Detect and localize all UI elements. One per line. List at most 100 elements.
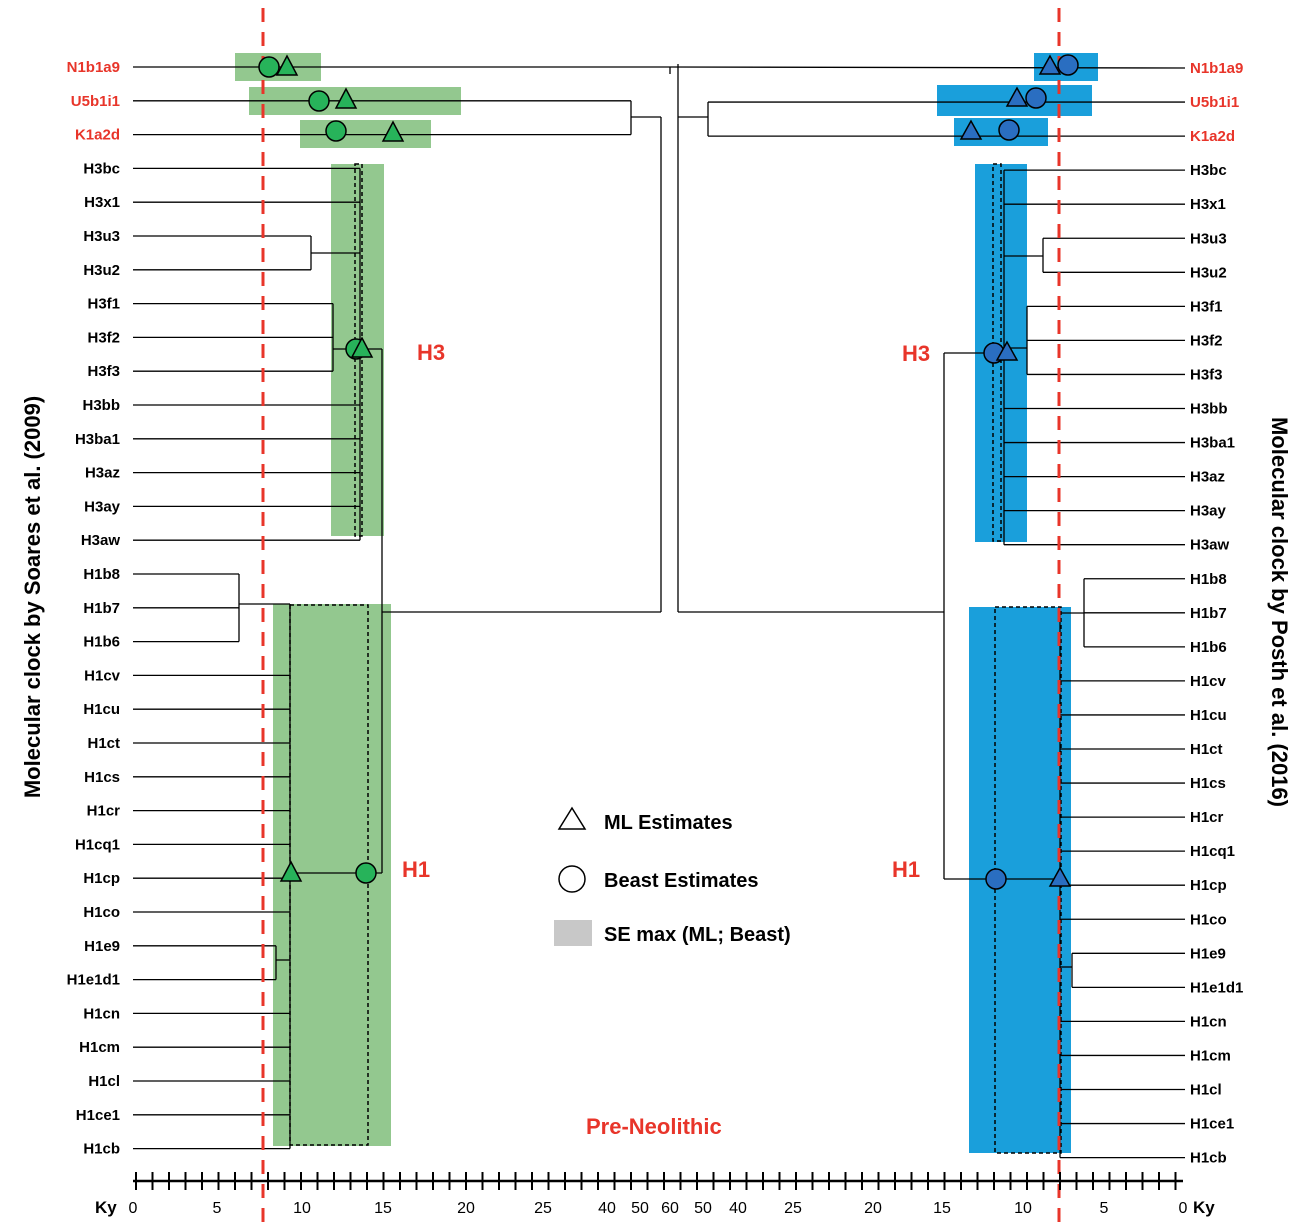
right-taxon-u5b1i1: U5b1i1 — [1190, 94, 1239, 111]
right-taxon-h1e9: H1e9 — [1190, 945, 1226, 962]
left-taxon-h3f1: H3f1 — [87, 296, 120, 313]
axis-tick-label-right: 15 — [933, 1200, 951, 1217]
right-taxon-h1cp: H1cp — [1190, 877, 1227, 894]
left-taxon-h3aw: H3aw — [81, 532, 121, 549]
right-taxon-h1cs: H1cs — [1190, 775, 1226, 792]
left-taxon-h3ay: H3ay — [84, 498, 121, 515]
axis-tick-label-right: 20 — [864, 1200, 882, 1217]
axis-tick-label-left: 25 — [534, 1200, 552, 1217]
left-taxon-h1cq1: H1cq1 — [75, 836, 120, 853]
beast-marker-n1b1a9-right — [1057, 54, 1079, 76]
left-taxon-h3f3: H3f3 — [87, 363, 120, 380]
ml-marker-k1a2d-right — [959, 119, 983, 140]
ml-marker-k1a2d-left — [381, 120, 405, 142]
left-taxon-h1cm: H1cm — [79, 1039, 120, 1056]
axis-tick-label-left: 0 — [129, 1200, 138, 1217]
right-taxon-k1a2d: K1a2d — [1190, 128, 1235, 145]
axis-tick-label-left: 15 — [374, 1200, 392, 1217]
ml-marker-u5b1i1-right — [1005, 86, 1029, 107]
left-taxon-h1ct: H1ct — [87, 735, 120, 752]
right-title: Molecular clock by Posth et al. (2016) — [1267, 417, 1292, 807]
left-taxon-n1b1a9: N1b1a9 — [67, 59, 120, 76]
left-se-bands — [235, 53, 461, 1146]
right-taxon-h3ay: H3ay — [1190, 503, 1227, 520]
left-taxon-h3f2: H3f2 — [87, 329, 120, 346]
right-markers — [959, 54, 1079, 890]
left-taxon-h1cv: H1cv — [84, 667, 121, 684]
left-taxon-h3u2: H3u2 — [83, 262, 120, 279]
left-taxon-h1cu: H1cu — [83, 701, 120, 718]
axis-tick-label-left: 10 — [293, 1200, 311, 1217]
left-taxon-h3ba1: H3ba1 — [75, 431, 120, 448]
branch-50 — [669, 66, 1186, 69]
left-h3-label: H3 — [417, 340, 445, 365]
left-taxon-h3bb: H3bb — [83, 397, 121, 414]
legend-ml-icon — [557, 806, 587, 830]
right-se-bands — [937, 53, 1098, 1153]
ml-marker-h1-right — [1048, 866, 1072, 887]
ml-marker-h3-right — [995, 340, 1019, 361]
left-taxon-h1cs: H1cs — [84, 769, 120, 786]
beast-marker-u5b1i1-right — [1025, 87, 1047, 109]
right-taxon-h3u2: H3u2 — [1190, 264, 1227, 281]
axis-tick-label-right: 0 — [1179, 1200, 1188, 1217]
right-taxon-h1ct: H1ct — [1190, 741, 1223, 758]
left-taxon-labels: N1b1a9 U5b1i1 K1a2d H3bc H3x1 H3u3 H3u2 H3f1 H3f… — [67, 59, 121, 1158]
axis-tick-label-left: 50 — [631, 1200, 649, 1217]
left-taxon-h3bc: H3bc — [83, 160, 120, 177]
beast-marker-u5b1i1-left — [308, 90, 330, 112]
left-markers — [258, 54, 405, 884]
legend-ml-label: ML Estimates — [604, 812, 733, 834]
right-h3-label: H3 — [902, 341, 930, 366]
right-taxon-h1cl: H1cl — [1190, 1082, 1222, 1099]
legend-se-label: SE max (ML; Beast) — [604, 924, 791, 946]
axis-tick-label-right: 10 — [1014, 1200, 1032, 1217]
right-taxon-h1co: H1co — [1190, 911, 1227, 928]
right-taxon-h3bc: H3bc — [1190, 162, 1227, 179]
left-taxon-h1b7: H1b7 — [83, 600, 120, 617]
tree-branches — [133, 64, 1186, 1159]
left-taxon-k1a2d: K1a2d — [75, 127, 120, 144]
beast-marker-h1-left — [355, 862, 377, 884]
time-axis: 0 5 10 15 20 25 40 50 60 50 40 25 20 15 10 5 0Ky Ky — [95, 1172, 1215, 1217]
right-taxon-h1e1d1: H1e1d1 — [1190, 979, 1243, 996]
legend-se-swatch — [554, 920, 592, 946]
left-taxon-h1cb: H1cb — [83, 1141, 120, 1158]
ml-marker-u5b1i1-left — [334, 87, 358, 109]
left-taxon-h1cn: H1cn — [83, 1005, 120, 1022]
beast-marker-k1a2d-right — [998, 119, 1020, 141]
right-taxon-h3az: H3az — [1190, 469, 1225, 486]
axis-tick-label-right: 25 — [784, 1200, 802, 1217]
left-taxon-h1e1d1: H1e1d1 — [67, 972, 120, 989]
left-taxon-h1b8: H1b8 — [83, 566, 120, 583]
left-taxon-h3az: H3az — [85, 465, 120, 482]
left-taxon-h1cl: H1cl — [88, 1073, 120, 1090]
right-taxon-h3bb: H3bb — [1190, 401, 1228, 418]
right-taxon-h1b7: H1b7 — [1190, 605, 1227, 622]
left-taxon-h1cp: H1cp — [83, 870, 120, 887]
left-taxon-h1e9: H1e9 — [84, 938, 120, 955]
beast-marker-h1-right — [985, 868, 1007, 890]
axis-tick-label-right: 50 — [694, 1200, 712, 1217]
right-taxon-h1cb: H1cb — [1190, 1150, 1227, 1167]
right-h1-label: H1 — [892, 857, 920, 882]
right-taxon-h3f1: H3f1 — [1190, 298, 1223, 315]
left-taxon-h1ce1: H1ce1 — [76, 1107, 120, 1124]
right-taxon-h3f2: H3f2 — [1190, 332, 1223, 349]
ml-marker-h3-left — [350, 336, 374, 358]
right-taxon-h1cm: H1cm — [1190, 1047, 1231, 1064]
right-taxon-h1cr: H1cr — [1190, 809, 1224, 826]
right-taxon-h1cv: H1cv — [1190, 673, 1227, 690]
right-taxon-h3ba1: H3ba1 — [1190, 435, 1235, 452]
left-taxon-u5b1i1: U5b1i1 — [71, 93, 120, 110]
right-taxon-h1cu: H1cu — [1190, 707, 1227, 724]
axis-unit-left: Ky — [95, 1198, 117, 1217]
right-taxon-h3x1: H3x1 — [1190, 196, 1226, 213]
axis-tick-label-left: 5 — [213, 1200, 222, 1217]
pre-neolithic-label: Pre-Neolithic — [586, 1114, 722, 1139]
right-taxon-h3f3: H3f3 — [1190, 366, 1223, 383]
left-taxon-h3u3: H3u3 — [83, 228, 120, 245]
right-taxon-h1b6: H1b6 — [1190, 639, 1227, 656]
left-taxon-h1b6: H1b6 — [83, 634, 120, 651]
